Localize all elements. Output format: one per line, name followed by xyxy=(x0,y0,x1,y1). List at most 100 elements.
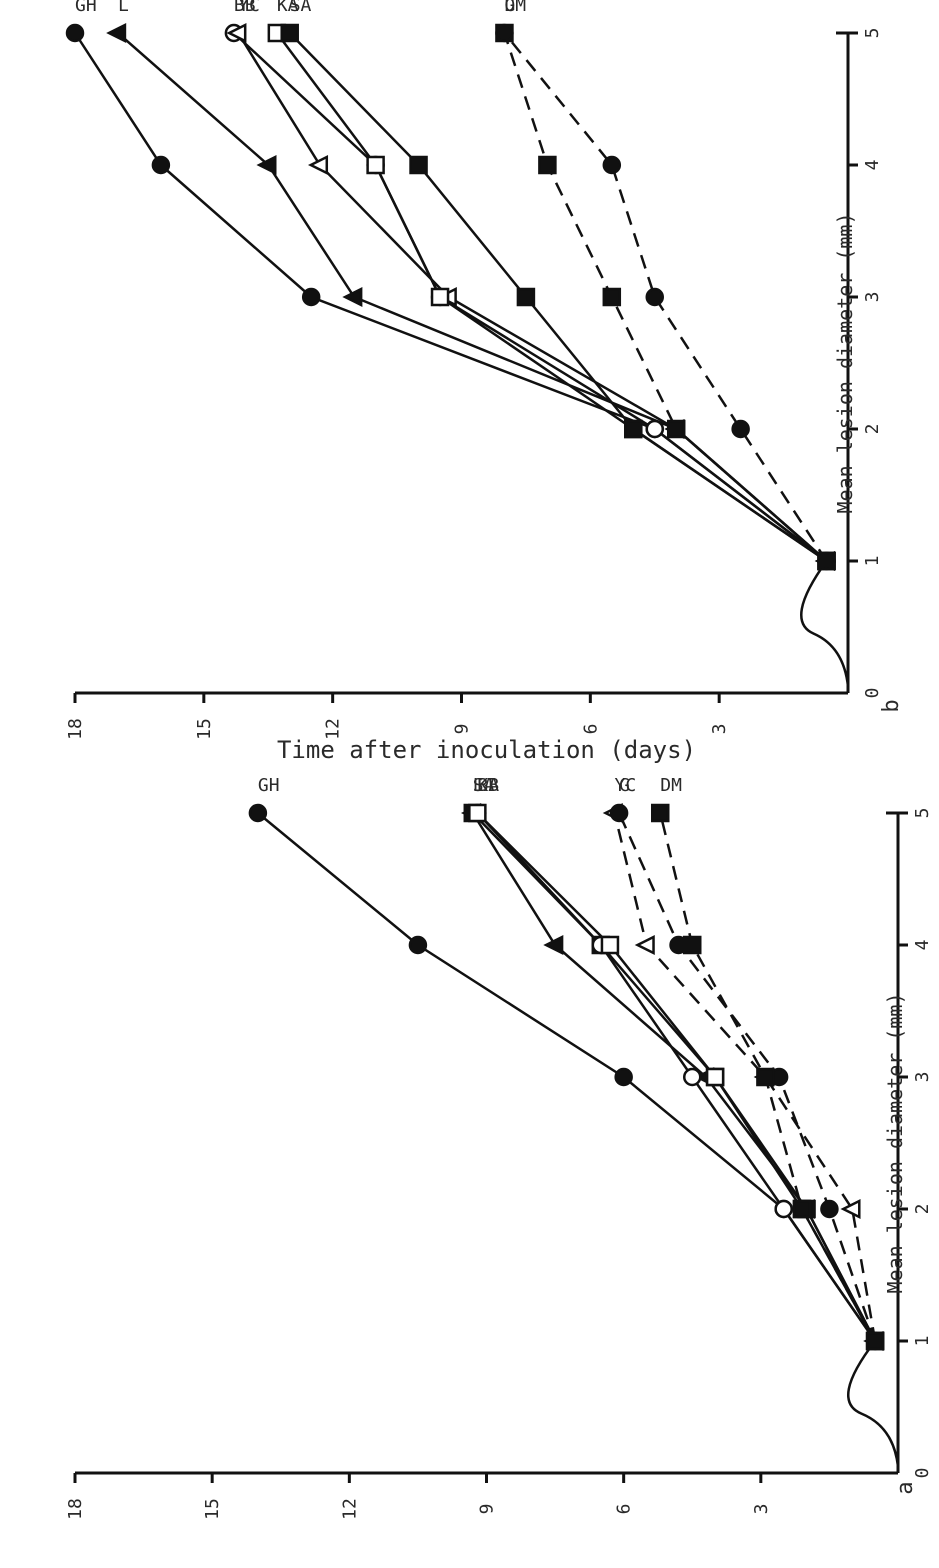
point-sa xyxy=(280,23,299,43)
origin-curve xyxy=(847,1340,900,1467)
series-label-dm: DM xyxy=(504,0,526,16)
point-g xyxy=(609,803,629,823)
series-line-sa xyxy=(288,32,828,563)
x-tick-label: 1 xyxy=(862,556,883,567)
series-line-l xyxy=(117,32,828,562)
x-tick-label: 4 xyxy=(862,160,883,171)
point-ka xyxy=(430,287,450,307)
point-gh xyxy=(614,1067,633,1087)
y-tick-label: 3 xyxy=(751,1504,772,1515)
x-tick-label: 2 xyxy=(862,424,883,435)
y-tick-label: 12 xyxy=(339,1498,360,1520)
series-label-gh: GH xyxy=(258,775,280,796)
point-gh xyxy=(151,155,171,175)
series-line-g xyxy=(617,812,877,1342)
series-label-yc: YC xyxy=(238,0,260,16)
point-yc xyxy=(226,22,247,44)
point-g xyxy=(645,287,664,307)
y-tick-label: 9 xyxy=(477,1504,498,1515)
point-ka xyxy=(600,935,620,955)
point-l xyxy=(342,286,363,308)
point-gh xyxy=(65,23,85,43)
x-axis-title: Time after inoculation (days) xyxy=(277,736,696,764)
panel-label: b xyxy=(879,699,904,712)
series-label-sa: SA xyxy=(290,0,312,16)
point-g xyxy=(602,155,622,175)
series-label-yc: YC xyxy=(615,775,637,796)
y-tick-label: 15 xyxy=(202,1498,223,1520)
y-tick-label: 18 xyxy=(65,1498,86,1520)
y-axis-title: Mean lesion diameter (mm) xyxy=(833,212,857,513)
series-line-g xyxy=(503,32,828,562)
point-g xyxy=(820,1199,839,1219)
x-tick-label: 5 xyxy=(862,28,883,39)
origin-curve xyxy=(800,560,850,687)
series-line-sa xyxy=(471,812,877,1342)
series-label-dm: DM xyxy=(660,775,682,796)
point-sa xyxy=(516,287,536,307)
y-tick-label: 18 xyxy=(65,718,86,740)
x-tick-label: 5 xyxy=(912,808,933,819)
y-tick-label: 15 xyxy=(194,718,215,740)
series-line-dm xyxy=(503,32,828,562)
y-tick-label: 3 xyxy=(709,724,730,735)
point-dm xyxy=(865,1331,885,1351)
point-dm xyxy=(602,287,622,307)
point-g xyxy=(495,23,514,43)
series-label-bb: BB xyxy=(477,775,499,796)
point-bb xyxy=(774,1199,793,1219)
point-g xyxy=(817,551,836,571)
panel-label: a xyxy=(893,1481,918,1494)
point-l xyxy=(256,154,277,176)
point-sa xyxy=(624,419,643,439)
point-ka xyxy=(705,1067,725,1087)
point-ka xyxy=(468,803,487,823)
series-label-ka: KA xyxy=(277,0,299,16)
point-dm xyxy=(683,935,702,955)
point-dm xyxy=(666,419,686,439)
y-tick-label: 9 xyxy=(452,724,473,735)
y-tick-label: 12 xyxy=(323,718,344,740)
x-tick-label: 2 xyxy=(912,1204,933,1215)
series-label-g: G xyxy=(504,0,515,16)
series-label-l: L xyxy=(473,775,484,796)
series-label-g: G xyxy=(619,775,630,796)
series-label-gh: GH xyxy=(75,0,97,16)
x-tick-label: 4 xyxy=(912,940,933,951)
x-tick-label: 0 xyxy=(862,688,883,699)
point-bb xyxy=(683,1067,702,1087)
point-dm xyxy=(756,1067,775,1087)
point-bb xyxy=(645,419,664,439)
series-line-l xyxy=(471,812,877,1342)
point-yc xyxy=(634,934,655,956)
x-tick-label: 1 xyxy=(912,1336,933,1347)
point-dm xyxy=(650,803,670,823)
point-ka xyxy=(366,155,385,175)
point-yc xyxy=(840,1198,861,1220)
point-g xyxy=(731,419,750,439)
series-label-sa: SA xyxy=(473,775,495,796)
y-axis-title: Mean lesion diameter (mm) xyxy=(883,992,907,1293)
x-tick-label: 3 xyxy=(912,1072,933,1083)
point-dm xyxy=(538,155,557,175)
series-line-yc xyxy=(613,812,877,1342)
point-sa xyxy=(409,155,428,175)
point-gh xyxy=(248,803,268,823)
point-l xyxy=(106,22,127,44)
series-line-ka xyxy=(476,812,877,1342)
series-label-l: L xyxy=(118,0,129,16)
point-dm xyxy=(792,1199,812,1219)
point-gh xyxy=(408,935,428,955)
series-label-ka: KA xyxy=(477,775,499,796)
point-l xyxy=(543,934,564,956)
y-tick-label: 6 xyxy=(614,1504,635,1515)
point-yc xyxy=(307,154,329,176)
x-tick-label: 0 xyxy=(912,1468,933,1479)
series-line-bb xyxy=(476,812,877,1342)
x-tick-label: 3 xyxy=(862,292,883,303)
